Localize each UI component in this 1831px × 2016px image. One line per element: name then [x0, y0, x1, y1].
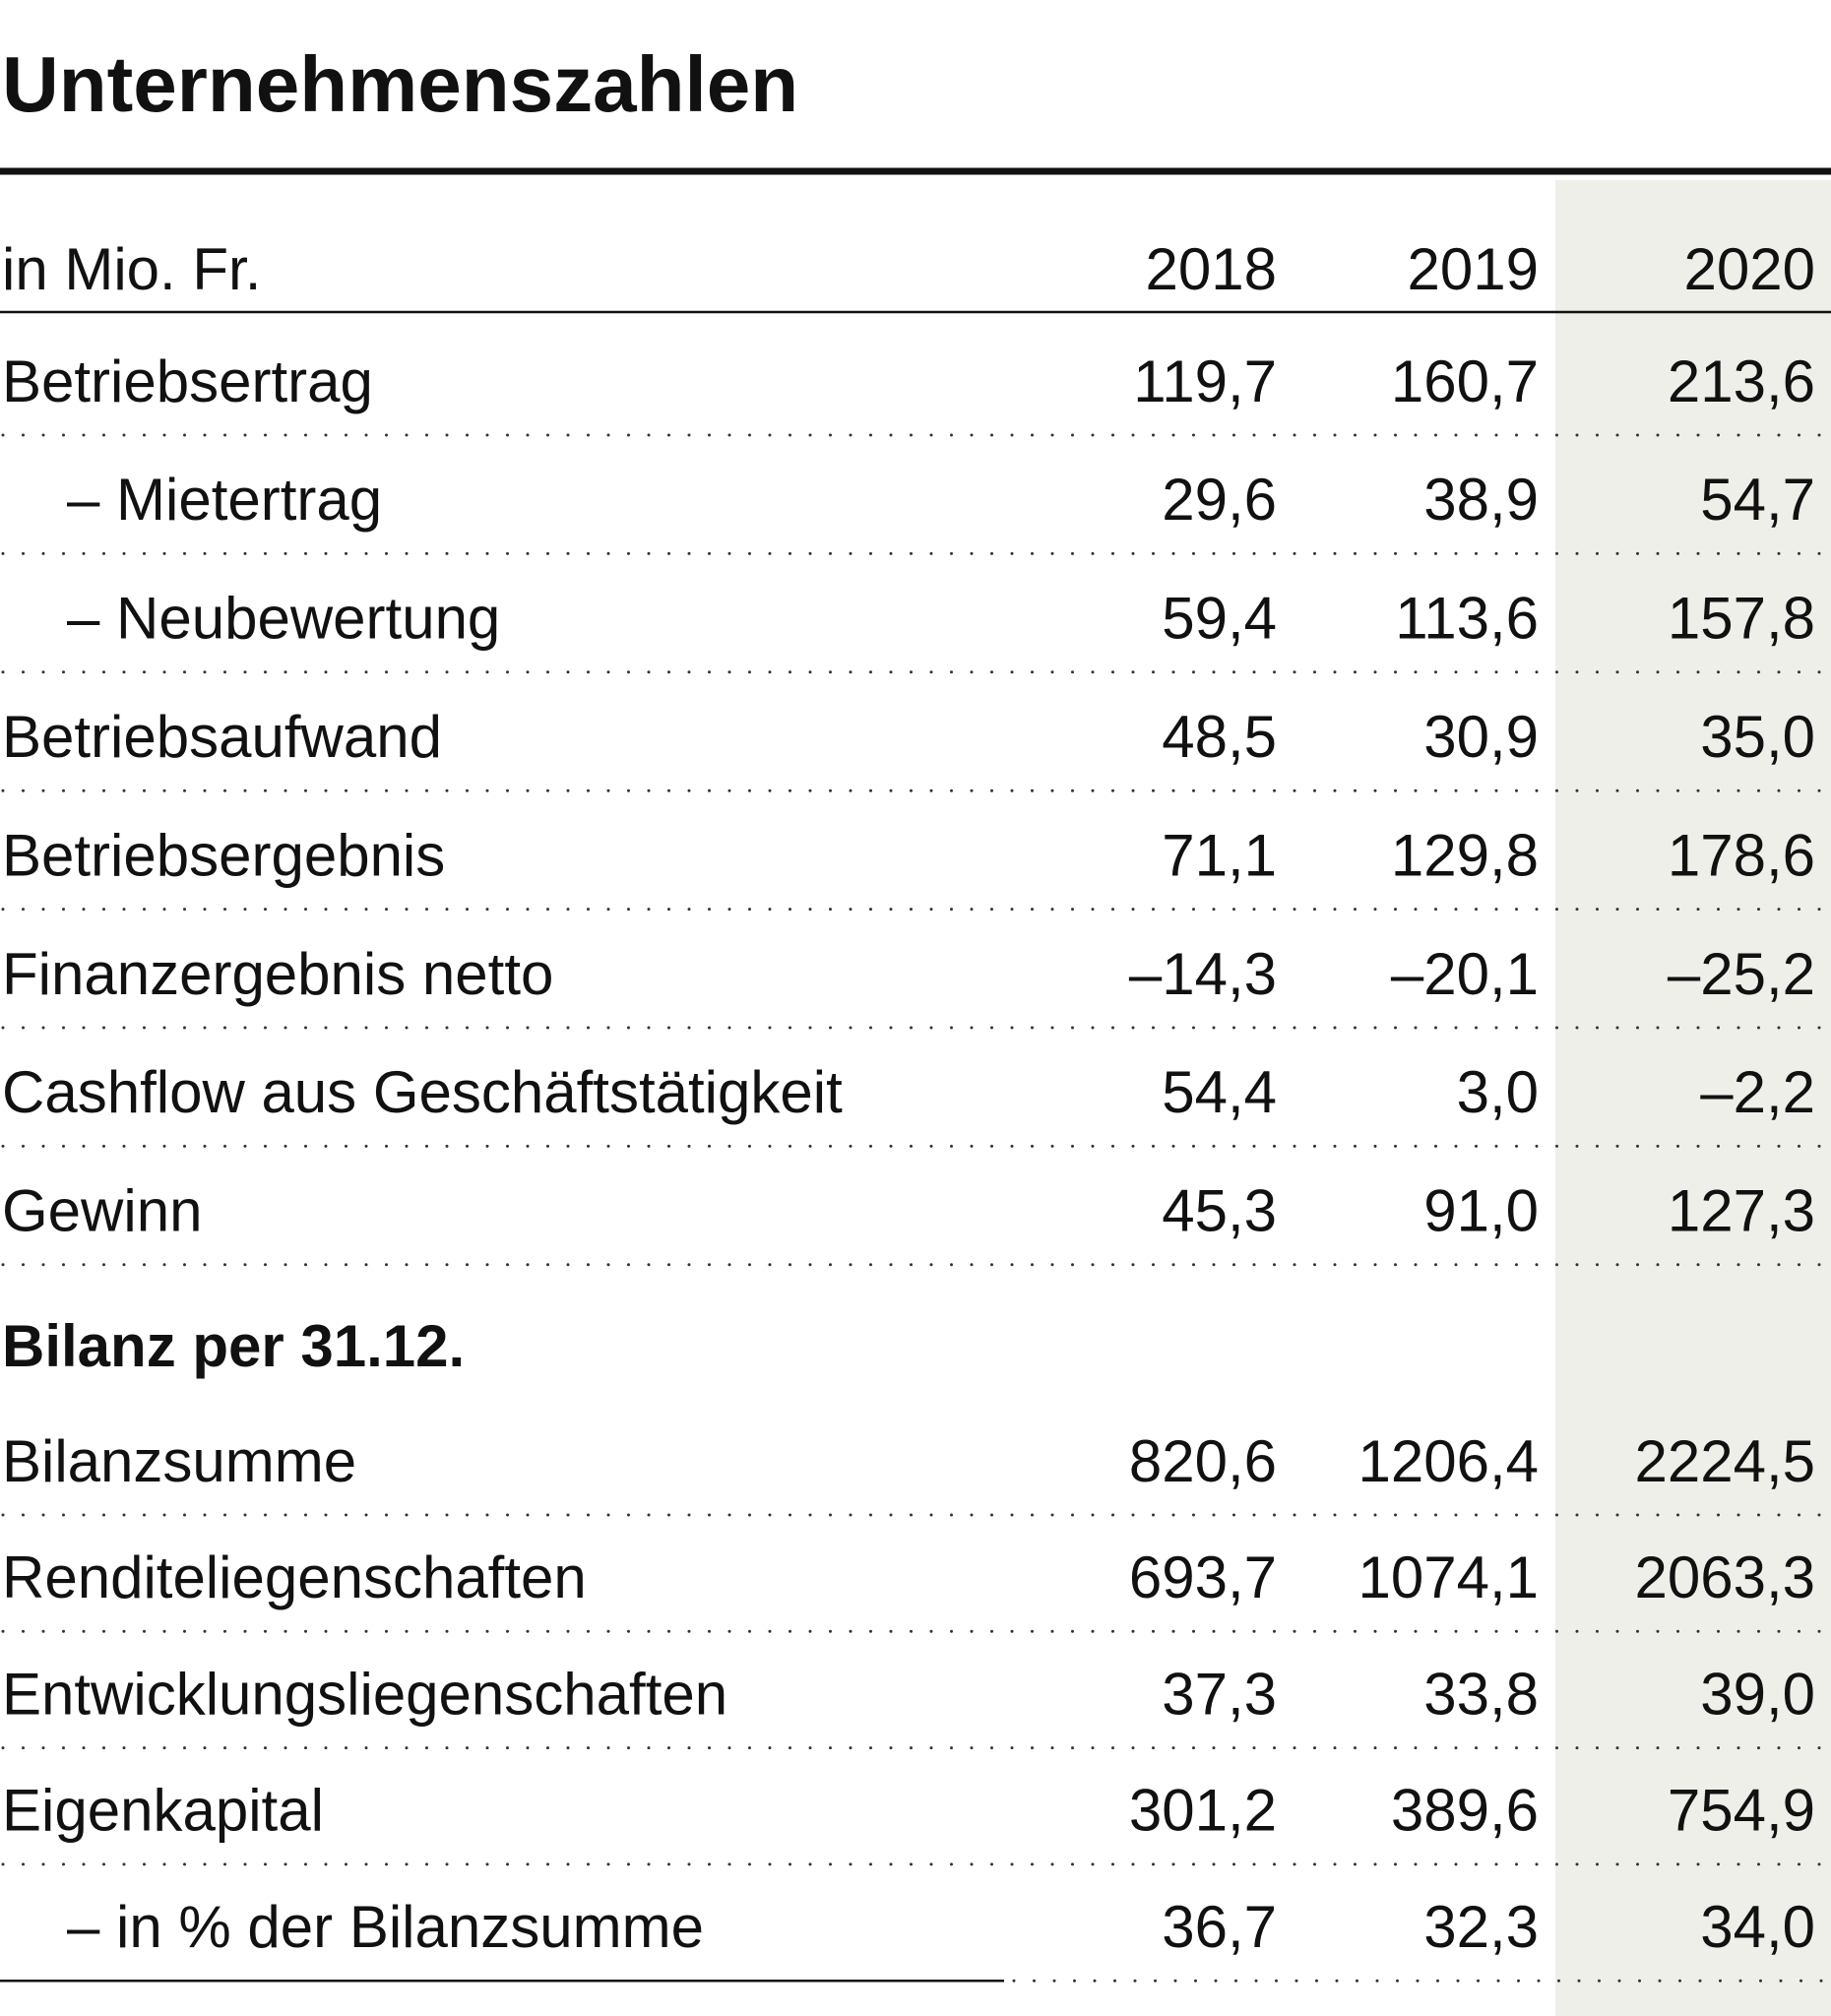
cell-value: 2063,3	[1634, 1544, 1815, 1610]
cell-value: 213,6	[1668, 348, 1815, 414]
row-label: Gewinn	[2, 1178, 202, 1244]
row-label: Eigenkapital	[2, 1778, 324, 1844]
cell-value: 157,8	[1668, 586, 1815, 652]
cell-value: 178,6	[1668, 822, 1815, 888]
cell-value: 3,0	[1457, 1059, 1539, 1125]
cell-value: 119,7	[1133, 348, 1277, 414]
cell-value: 39,0	[1700, 1661, 1815, 1727]
highlight-column	[1555, 180, 1831, 2016]
cell-value: 693,7	[1129, 1544, 1277, 1610]
cell-value: –2,2	[1700, 1059, 1815, 1125]
cell-value: 32,3	[1423, 1894, 1539, 1960]
title: Unternehmenszahlen	[2, 40, 798, 128]
section-title: Bilanz per 31.12.	[2, 1313, 465, 1379]
cell-value: 35,0	[1700, 704, 1815, 770]
cell-value: –25,2	[1668, 941, 1815, 1007]
row-label: Betriebsergebnis	[2, 822, 445, 888]
cell-value: 754,9	[1668, 1778, 1815, 1844]
row-label: Bilanzsumme	[2, 1428, 356, 1494]
cell-value: 113,6	[1395, 586, 1539, 652]
row-label: Renditeliegenschaften	[2, 1544, 587, 1610]
cell-value: –20,1	[1391, 941, 1539, 1007]
row-label: – Mietertrag	[67, 467, 382, 533]
cell-value: 37,3	[1162, 1661, 1277, 1727]
year-header: 2020	[1684, 236, 1815, 302]
cell-value: 820,6	[1129, 1428, 1277, 1494]
cell-value: 71,1	[1162, 822, 1277, 888]
cell-value: 1206,4	[1357, 1428, 1539, 1494]
cell-value: 160,7	[1391, 348, 1539, 414]
row-label: Betriebsaufwand	[2, 704, 442, 770]
row-label: Entwicklungsliegenschaften	[2, 1661, 727, 1727]
cell-value: 29,6	[1162, 467, 1277, 533]
cell-value: 38,9	[1423, 467, 1539, 533]
cell-value: 34,0	[1700, 1894, 1815, 1960]
cell-value: 45,3	[1162, 1178, 1277, 1244]
cell-value: 54,4	[1162, 1059, 1277, 1125]
cell-value: 91,0	[1423, 1178, 1539, 1244]
row-label: Cashflow aus Geschäftstätigkeit	[2, 1059, 843, 1125]
row-label: Finanzergebnis netto	[2, 941, 553, 1007]
cell-value: 59,4	[1162, 586, 1277, 652]
cell-value: 48,5	[1162, 704, 1277, 770]
row-label: – in % der Bilanzsumme	[67, 1894, 704, 1960]
unit-header: in Mio. Fr.	[2, 236, 261, 302]
row-label: – Neubewertung	[67, 586, 500, 652]
cell-value: 301,2	[1129, 1778, 1277, 1844]
cell-value: 30,9	[1423, 704, 1539, 770]
cell-value: 1074,1	[1357, 1544, 1539, 1610]
cell-value: 129,8	[1391, 822, 1539, 888]
row-label: Betriebsertrag	[2, 348, 373, 414]
cell-value: 127,3	[1668, 1178, 1815, 1244]
cell-value: –14,3	[1129, 941, 1277, 1007]
cell-value: 2224,5	[1634, 1428, 1815, 1494]
cell-value: 36,7	[1162, 1894, 1277, 1960]
year-header: 2018	[1146, 236, 1277, 302]
cell-value: 33,8	[1423, 1661, 1539, 1727]
year-header: 2019	[1408, 236, 1539, 302]
cell-value: 389,6	[1391, 1778, 1539, 1844]
cell-value: 54,7	[1700, 467, 1815, 533]
